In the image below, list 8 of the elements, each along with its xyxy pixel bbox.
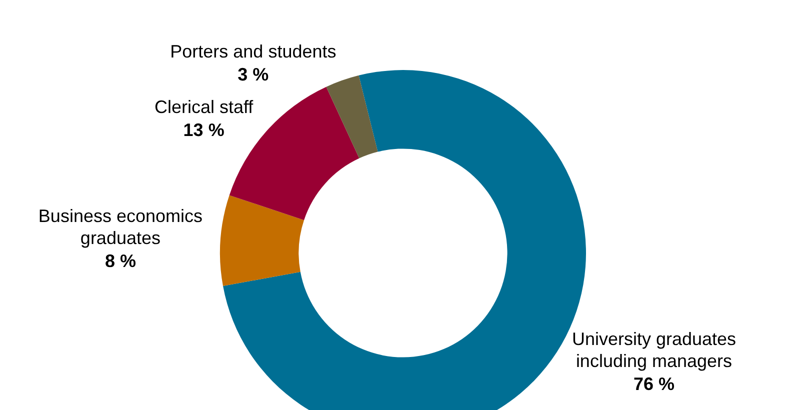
slice-label: Clerical staff: [154, 97, 254, 118]
slice-label: University graduates including managers: [572, 328, 736, 371]
data-label: 13 %: [183, 120, 224, 140]
slice-label: Porters and students: [170, 41, 336, 62]
data-label: 3 %: [238, 64, 269, 84]
data-label: 8 %: [104, 250, 136, 271]
data-label: 76 %: [633, 374, 675, 394]
slice-label: Business economics graduates: [38, 206, 202, 248]
